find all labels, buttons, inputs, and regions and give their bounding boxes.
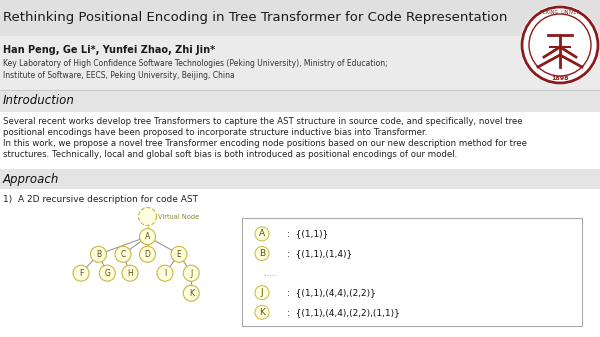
Text: D: D: [145, 250, 151, 259]
Text: :  {(1,1),(4,4),(2,2),(1,1)}: : {(1,1),(4,4),(2,2),(1,1)}: [287, 308, 400, 317]
Circle shape: [91, 246, 107, 262]
Bar: [0, 169, 600, 189]
Text: PEKING  UNIVER: PEKING UNIVER: [540, 10, 580, 16]
Text: Key Laboratory of High Confidence Software Technologies (Peking University), Min: Key Laboratory of High Confidence Softwa…: [3, 60, 388, 68]
Text: K: K: [259, 308, 265, 317]
Text: E: E: [176, 250, 181, 259]
Circle shape: [139, 246, 155, 262]
Text: :  {(1,1),(4,4),(2,2)}: : {(1,1),(4,4),(2,2)}: [287, 288, 376, 297]
Text: Rethinking Positional Encoding in Tree Transformer for Code Representation: Rethinking Positional Encoding in Tree T…: [3, 11, 508, 25]
Circle shape: [183, 285, 199, 301]
Text: J: J: [260, 288, 263, 297]
Text: Approach: Approach: [3, 173, 59, 185]
Text: :  {(1,1)}: : {(1,1)}: [287, 229, 328, 238]
Circle shape: [122, 265, 138, 281]
Circle shape: [255, 305, 269, 319]
Text: F: F: [79, 269, 83, 278]
Text: 1898: 1898: [551, 76, 569, 82]
Text: H: H: [127, 269, 133, 278]
Circle shape: [183, 265, 199, 281]
Text: A: A: [145, 232, 150, 241]
Circle shape: [255, 286, 269, 300]
Text: Han Peng, Ge Li*, Yunfei Zhao, Zhi Jin*: Han Peng, Ge Li*, Yunfei Zhao, Zhi Jin*: [3, 45, 215, 55]
Circle shape: [139, 208, 157, 225]
Bar: [0, 0, 600, 90]
Text: A: A: [259, 229, 265, 238]
Circle shape: [255, 227, 269, 241]
Text: positional encodings have been proposed to incorporate structure inductive bias : positional encodings have been proposed …: [3, 128, 427, 137]
Circle shape: [99, 265, 115, 281]
Circle shape: [171, 246, 187, 262]
Circle shape: [157, 265, 173, 281]
Text: K: K: [189, 289, 194, 298]
Text: Introduction: Introduction: [3, 94, 75, 108]
Circle shape: [73, 265, 89, 281]
Text: 1)  A 2D recursive description for code AST: 1) A 2D recursive description for code A…: [3, 195, 198, 204]
Bar: [242, 218, 582, 326]
Text: B: B: [96, 250, 101, 259]
Text: :  {(1,1),(1,4)}: : {(1,1),(1,4)}: [287, 249, 352, 258]
Text: Institute of Software, EECS, Peking University, Beijing, China: Institute of Software, EECS, Peking Univ…: [3, 70, 235, 80]
Bar: [0, 90, 600, 112]
Text: Several recent works develop tree Transformers to capture the AST structure in s: Several recent works develop tree Transf…: [3, 117, 523, 126]
Text: ......: ......: [262, 269, 276, 278]
Text: J: J: [190, 269, 193, 278]
Text: B: B: [259, 249, 265, 258]
Text: Virtual Node: Virtual Node: [158, 214, 200, 219]
Text: I: I: [164, 269, 166, 278]
Circle shape: [139, 228, 155, 245]
Text: G: G: [104, 269, 110, 278]
Bar: [0, 90, 600, 337]
Text: C: C: [121, 250, 125, 259]
Text: structures. Technically, local and global soft bias is both introduced as positi: structures. Technically, local and globa…: [3, 150, 457, 159]
Circle shape: [520, 5, 600, 85]
Bar: [0, 0, 600, 36]
Text: In this work, we propose a novel tree Transformer encoding node positions based : In this work, we propose a novel tree Tr…: [3, 139, 527, 148]
Circle shape: [115, 246, 131, 262]
Circle shape: [255, 246, 269, 261]
